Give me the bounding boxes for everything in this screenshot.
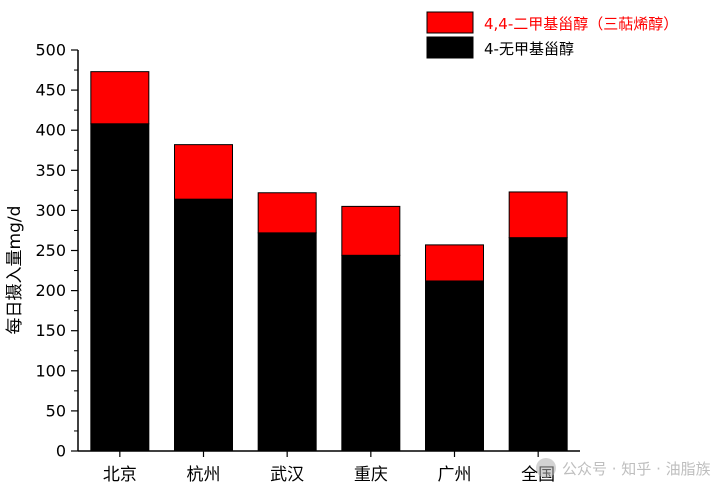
y-tick-label: 200	[35, 281, 66, 300]
watermark-text: 公众号 · 知乎 · 油脂族	[562, 460, 711, 478]
x-tick-label: 北京	[103, 465, 137, 485]
bar-dimethyl-5	[508, 191, 568, 239]
y-tick-label: 0	[56, 442, 66, 461]
bar-dimethyl-0	[90, 71, 150, 125]
y-tick-label: 400	[35, 121, 66, 140]
bar-desmethyl-5	[508, 237, 568, 452]
y-tick-label: 450	[35, 81, 66, 100]
legend-swatch-desmethyl	[426, 36, 474, 59]
y-tick-label: 300	[35, 201, 66, 220]
bar-dimethyl-1	[174, 144, 233, 200]
wechat-icon	[536, 458, 556, 478]
legend-label-desmethyl: 4-无甲基甾醇	[484, 40, 574, 58]
x-tick-label: 重庆	[354, 465, 388, 485]
y-tick-label: 500	[35, 41, 66, 60]
bar-desmethyl-2	[257, 232, 317, 452]
watermark: 公众号 · 知乎 · 油脂族	[536, 458, 711, 478]
x-tick-label: 广州	[438, 465, 472, 485]
legend-label-dimethyl: 4,4-二甲基甾醇（三萜烯醇）	[484, 15, 678, 33]
bar-dimethyl-2	[257, 192, 317, 234]
axes-group: 北京 杭州 武汉 重庆 广州 全国0501001502002503003504004505…	[35, 41, 580, 485]
legend-swatch-dimethyl	[426, 11, 474, 34]
y-tick-label: 100	[35, 361, 66, 380]
bar-desmethyl-4	[425, 280, 484, 452]
y-tick-label: 150	[35, 321, 66, 340]
x-tick-label: 杭州	[187, 465, 221, 485]
bars-group	[90, 71, 568, 452]
y-tick-label: 50	[46, 401, 66, 420]
bar-desmethyl-1	[174, 198, 233, 452]
legend: 4,4-二甲基甾醇（三萜烯醇） 4-无甲基甾醇	[426, 11, 678, 59]
bar-desmethyl-3	[341, 254, 401, 452]
y-tick-label: 350	[35, 161, 66, 180]
y-tick-label: 250	[35, 241, 66, 260]
bar-dimethyl-3	[341, 205, 401, 256]
bar-dimethyl-4	[425, 244, 484, 282]
y-axis-label: 每日摄入量mg/d	[5, 206, 25, 335]
x-tick-label: 武汉	[270, 465, 304, 485]
bar-desmethyl-0	[90, 123, 150, 452]
